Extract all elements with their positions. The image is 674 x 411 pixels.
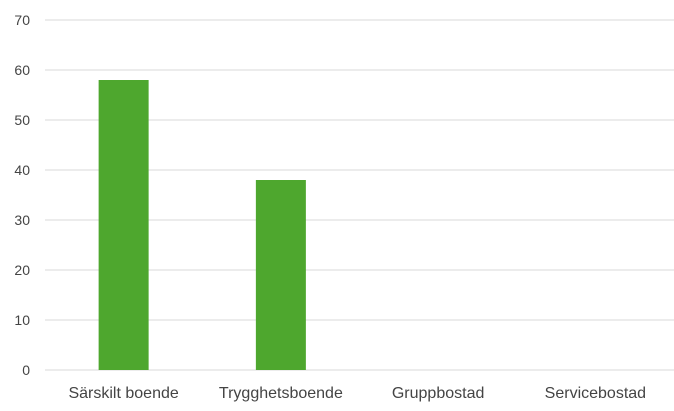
bars (98, 80, 306, 370)
y-tick-label: 0 (22, 362, 30, 378)
y-tick-label: 70 (14, 12, 30, 28)
x-category-label: Trygghetsboende (219, 385, 343, 402)
y-tick-label: 10 (14, 312, 30, 328)
x-axis-category-labels: Särskilt boende Trygghetsboende Gruppbosta… (68, 385, 646, 402)
y-tick-label: 60 (14, 62, 30, 78)
y-tick-label: 30 (14, 212, 30, 228)
y-axis-tick-labels: 0 10 20 30 40 50 60 70 (14, 12, 30, 378)
y-tick-label: 40 (14, 162, 30, 178)
x-category-label: Servicebostad (545, 385, 646, 402)
x-category-label: Särskilt boende (68, 385, 178, 402)
y-tick-label: 50 (14, 112, 30, 128)
bar (255, 180, 306, 370)
gridlines (45, 19, 674, 371)
bar (98, 80, 149, 370)
x-category-label: Gruppbostad (392, 385, 485, 402)
y-tick-label: 20 (14, 262, 30, 278)
